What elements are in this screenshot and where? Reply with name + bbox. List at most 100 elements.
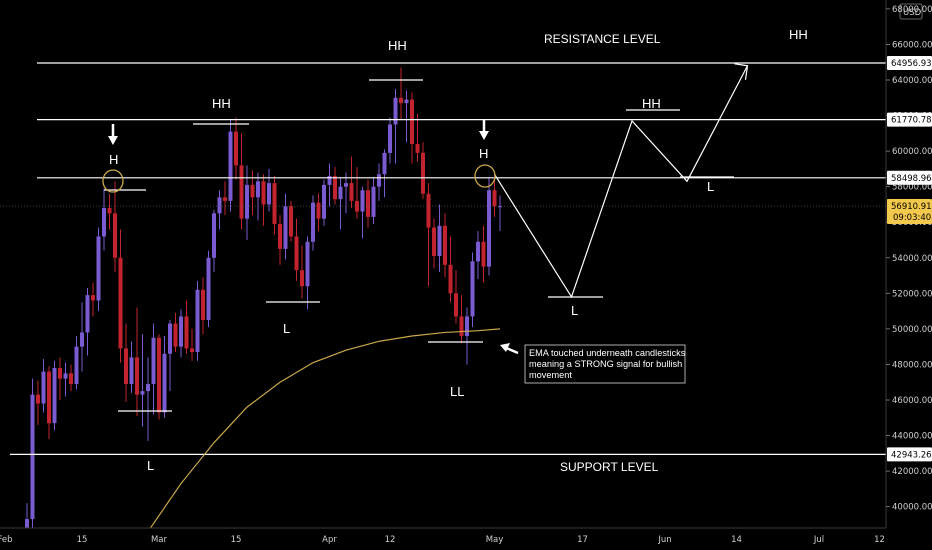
hh-label-3: HH (642, 96, 661, 111)
ema-note-line-1: EMA touched underneath candlesticks (529, 348, 686, 358)
candle-body-83 (481, 241, 486, 267)
candle-body-11 (85, 295, 90, 333)
y-tick-label-4: 48000.00 (892, 360, 932, 370)
candle-body-69 (404, 99, 409, 104)
candlesticks (25, 67, 502, 534)
candle-body-78 (454, 293, 458, 317)
price-axis[interactable]: USD 40000.00 42000.00 44000.00 46000.00 4800… (885, 0, 932, 528)
candle-body-54 (322, 184, 326, 219)
candle-body-30 (190, 348, 194, 352)
hh-label-2: HH (388, 38, 407, 53)
level-tag-label-3: 42943.26 (891, 450, 932, 460)
candle-body-73 (426, 193, 431, 228)
down-arrow-2-head (479, 131, 489, 140)
candle-body-24 (157, 337, 161, 413)
down-arrow-1-head (108, 136, 118, 145)
x-tick-label-11: 12 (874, 535, 885, 545)
candle-body-67 (393, 97, 398, 125)
candle-body-13 (96, 236, 101, 301)
candle-body-19 (129, 357, 134, 384)
level-tag-label-2: 58498.96 (891, 174, 932, 184)
y-tick-label-5: 50000.00 (892, 325, 932, 335)
current-price-label: 56910.91 (891, 202, 932, 212)
ema-pointer-head (500, 343, 510, 352)
candle-body-10 (80, 332, 84, 347)
candle-body-61 (360, 190, 365, 212)
h-label-1: H (109, 152, 118, 167)
candle-body-82 (476, 241, 480, 262)
candle-body-79 (459, 316, 464, 336)
candle-body-45 (272, 183, 277, 224)
x-tick-label-1: 15 (77, 535, 88, 545)
x-tick-label-10: Jul (813, 535, 824, 545)
hh-label-4: HH (789, 27, 808, 42)
candle-body-17 (118, 257, 123, 349)
candle-body-72 (421, 152, 425, 194)
annotations (102, 63, 749, 532)
candle-body-66 (388, 124, 392, 153)
time-axis[interactable]: Feb 15 Mar 15 Apr 12 May 17 Jun 14 Jul 12 (0, 527, 932, 550)
level-tag-0 (887, 55, 932, 70)
candle-body-53 (316, 202, 321, 219)
hh-label-1: HH (212, 96, 231, 111)
l-label-3: L (571, 303, 578, 318)
candle-body-7 (63, 373, 68, 379)
resistance-level-label: RESISTANCE LEVEL (544, 32, 661, 46)
top-circle-2 (474, 164, 496, 188)
y-tick-label-13: 66000.00 (892, 40, 932, 50)
x-tick-label-4: Apr (322, 535, 337, 545)
candle-body-59 (349, 183, 354, 201)
candle-body-0 (25, 519, 29, 528)
y-tick-label-3: 46000.00 (892, 396, 932, 406)
candle-body-48 (289, 206, 293, 237)
y-tick-label-0: 40000.00 (892, 503, 932, 513)
candle-body-41 (250, 184, 255, 198)
candle-body-75 (437, 225, 442, 256)
level-tag-2 (887, 170, 932, 185)
ema-note-box (524, 344, 686, 384)
candle-body-6 (58, 368, 62, 379)
price-axis-background (886, 0, 932, 528)
candle-body-14 (102, 208, 106, 237)
currency-label: USD (903, 8, 922, 18)
candle-body-52 (311, 202, 315, 242)
candle-body-47 (283, 206, 288, 249)
y-tick-label-6: 52000.00 (892, 289, 932, 299)
candle-body-71 (415, 144, 420, 153)
candle-body-22 (146, 384, 150, 392)
x-tick-label-8: Jun (657, 535, 671, 545)
candle-body-25 (162, 353, 167, 413)
candle-body-20 (135, 357, 139, 395)
candle-body-4 (47, 371, 51, 424)
x-tick-label-9: 14 (731, 535, 742, 545)
level-tag-label-1: 61770.78 (891, 116, 932, 126)
candle-body-1 (30, 394, 35, 520)
candle-body-65 (382, 152, 387, 175)
candle-body-21 (140, 391, 145, 395)
current-price-tag (887, 199, 932, 225)
candle-body-8 (69, 373, 73, 384)
ema-note-line-3: movement (529, 370, 572, 380)
candle-body-28 (179, 316, 183, 347)
projection-arrowhead (734, 63, 749, 80)
candle-body-64 (377, 174, 381, 187)
candle-body-37 (228, 131, 233, 201)
candle-body-27 (173, 323, 178, 347)
candle-body-57 (338, 186, 343, 200)
time-axis-background (0, 528, 932, 550)
candle-body-23 (151, 337, 156, 384)
candle-body-42 (256, 181, 260, 198)
x-tick-label-6: May (486, 535, 504, 545)
candle-body-32 (201, 289, 205, 320)
level-tag-label-0: 64956.93 (891, 59, 932, 69)
candle-body-2 (36, 394, 40, 404)
candle-body-50 (300, 270, 304, 287)
candle-body-68 (399, 97, 403, 104)
projection-path (493, 65, 749, 299)
candle-body-51 (305, 241, 310, 287)
countdown-label: 09:03:40 (893, 213, 931, 223)
candle-body-33 (206, 257, 211, 320)
candle-body-44 (267, 183, 271, 205)
